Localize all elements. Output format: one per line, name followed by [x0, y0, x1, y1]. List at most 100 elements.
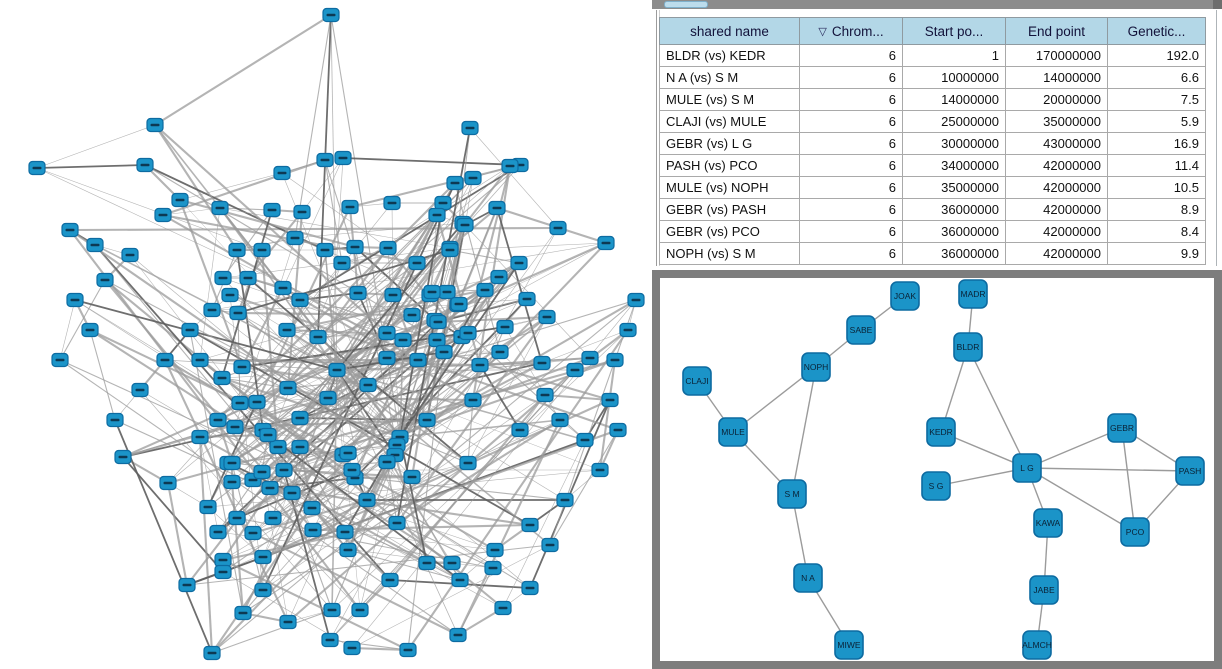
network-node[interactable]: NOPH: [801, 352, 831, 382]
network-node[interactable]: [328, 362, 346, 378]
network-node[interactable]: [501, 158, 519, 174]
network-node[interactable]: [449, 627, 467, 643]
network-node[interactable]: [551, 412, 569, 428]
table-row[interactable]: BLDR (vs) KEDR 6 1 170000000 192.0: [659, 44, 1206, 67]
network-node[interactable]: L G: [1012, 453, 1042, 483]
network-node[interactable]: [28, 160, 46, 176]
network-node[interactable]: [510, 255, 528, 271]
network-node[interactable]: [591, 462, 609, 478]
network-node[interactable]: [451, 572, 469, 588]
network-node[interactable]: [399, 642, 417, 658]
network-node[interactable]: [443, 555, 461, 571]
network-node[interactable]: [566, 362, 584, 378]
network-node[interactable]: [191, 429, 209, 445]
network-node[interactable]: ALMCH: [1022, 630, 1052, 660]
network-node[interactable]: KAWA: [1033, 508, 1063, 538]
table-row[interactable]: GEBR (vs) PCO 6 36000000 42000000 8.4: [659, 220, 1206, 243]
network-node[interactable]: [203, 302, 221, 318]
network-node[interactable]: [336, 524, 354, 540]
network-node[interactable]: [383, 195, 401, 211]
table-row[interactable]: PASH (vs) PCO 6 34000000 42000000 11.4: [659, 154, 1206, 177]
column-header[interactable]: Genetic...: [1107, 17, 1206, 45]
network-node[interactable]: [275, 462, 293, 478]
column-header[interactable]: ▽ Chrom...: [799, 17, 903, 45]
network-node[interactable]: [494, 600, 512, 616]
network-node[interactable]: [259, 427, 277, 443]
network-node[interactable]: [319, 390, 337, 406]
network-node[interactable]: [435, 344, 453, 360]
network-node[interactable]: [434, 195, 452, 211]
network-node[interactable]: [418, 555, 436, 571]
network-node[interactable]: BLDR: [953, 332, 983, 362]
network-node[interactable]: [334, 150, 352, 166]
network-node[interactable]: [450, 296, 468, 312]
network-node[interactable]: [456, 217, 474, 233]
table-row[interactable]: N A (vs) S M 6 10000000 14000000 6.6: [659, 66, 1206, 89]
network-node[interactable]: N A: [793, 563, 823, 593]
network-node[interactable]: [114, 449, 132, 465]
network-node[interactable]: [96, 272, 114, 288]
table-row[interactable]: NOPH (vs) S M 6 36000000 42000000 9.9: [659, 242, 1206, 265]
network-node[interactable]: SABE: [846, 315, 876, 345]
network-node[interactable]: [291, 292, 309, 308]
network-node[interactable]: [403, 307, 421, 323]
network-node[interactable]: [381, 572, 399, 588]
network-node[interactable]: [191, 352, 209, 368]
network-node[interactable]: [627, 292, 645, 308]
network-node[interactable]: [541, 537, 559, 553]
network-node[interactable]: [178, 577, 196, 593]
network-node[interactable]: [263, 202, 281, 218]
network-node[interactable]: S M: [777, 479, 807, 509]
network-node[interactable]: [269, 439, 287, 455]
network-node[interactable]: [304, 522, 322, 538]
overview-network-canvas[interactable]: [0, 0, 652, 669]
network-node[interactable]: [248, 394, 266, 410]
network-node[interactable]: [601, 392, 619, 408]
network-node[interactable]: [293, 204, 311, 220]
network-node[interactable]: [244, 525, 262, 541]
network-node[interactable]: CLAJI: [682, 366, 712, 396]
network-node[interactable]: [339, 542, 357, 558]
network-node[interactable]: [199, 499, 217, 515]
network-node[interactable]: [576, 432, 594, 448]
network-node[interactable]: [229, 305, 247, 321]
table-row[interactable]: MULE (vs) S M 6 14000000 20000000 7.5: [659, 88, 1206, 111]
network-node[interactable]: [521, 580, 539, 596]
network-node[interactable]: [459, 455, 477, 471]
filtered-network-canvas[interactable]: JOAK MADR SABE NOPH CLAJI BLDR MULE KEDR GEBR L G…: [660, 278, 1214, 661]
network-node[interactable]: [388, 515, 406, 531]
network-node[interactable]: [446, 175, 464, 191]
network-node[interactable]: [154, 207, 172, 223]
network-node[interactable]: [291, 410, 309, 426]
network-node[interactable]: [349, 285, 367, 301]
network-node[interactable]: KEDR: [926, 417, 956, 447]
network-node[interactable]: [346, 239, 364, 255]
network-node[interactable]: [358, 492, 376, 508]
network-node[interactable]: [333, 255, 351, 271]
network-node[interactable]: [321, 632, 339, 648]
network-node[interactable]: MADR: [958, 279, 988, 309]
network-node[interactable]: [231, 395, 249, 411]
table-row[interactable]: GEBR (vs) L G 6 30000000 43000000 16.9: [659, 132, 1206, 155]
network-node[interactable]: [279, 614, 297, 630]
network-node[interactable]: JOAK: [890, 281, 920, 311]
network-node[interactable]: [428, 207, 446, 223]
network-node[interactable]: [214, 564, 232, 580]
network-node[interactable]: [322, 7, 340, 23]
network-node[interactable]: [254, 582, 272, 598]
network-node[interactable]: [323, 602, 341, 618]
network-node[interactable]: [378, 454, 396, 470]
network-node[interactable]: [379, 240, 397, 256]
network-node[interactable]: [378, 350, 396, 366]
network-node[interactable]: [214, 270, 232, 286]
network-node[interactable]: [461, 120, 479, 136]
table-row[interactable]: CLAJI (vs) MULE 6 25000000 35000000 5.9: [659, 110, 1206, 133]
network-node[interactable]: [619, 322, 637, 338]
filter-icon[interactable]: ▽: [818, 25, 827, 38]
network-node[interactable]: [343, 462, 361, 478]
network-node[interactable]: [484, 560, 502, 576]
network-node[interactable]: [488, 200, 506, 216]
network-node[interactable]: [403, 469, 421, 485]
network-node[interactable]: [283, 485, 301, 501]
network-node[interactable]: [316, 152, 334, 168]
